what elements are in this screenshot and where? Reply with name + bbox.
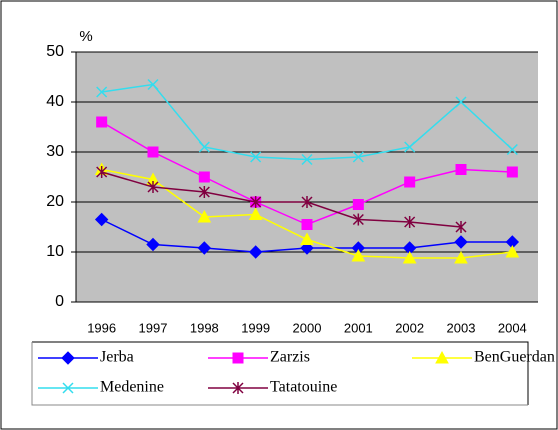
data-point (94, 212, 109, 227)
data-point (250, 196, 262, 208)
data-point (197, 209, 212, 223)
data-point (404, 141, 416, 153)
data-point (248, 207, 263, 220)
y-tick-label: 0 (55, 293, 64, 310)
legend-border (32, 341, 529, 405)
data-point (301, 196, 313, 208)
x-tick-label: 2000 (293, 320, 322, 335)
legend-label: BenGuerdan (474, 349, 555, 366)
legend-border-shadow (31, 342, 528, 406)
data-point (455, 164, 467, 175)
data-point (301, 153, 313, 166)
data-point (197, 241, 212, 255)
series-line (101, 171, 462, 228)
legend-marker (61, 351, 75, 365)
data-point (505, 244, 520, 258)
y-tick-label: 20 (46, 193, 64, 210)
data-point (146, 237, 160, 252)
x-tick-label: 1998 (190, 320, 219, 335)
data-point (300, 232, 314, 245)
data-point (352, 199, 364, 210)
data-point (351, 248, 366, 262)
legend-marker (232, 382, 244, 394)
data-point (455, 96, 467, 108)
data-point (198, 171, 210, 183)
y-axis-label: % (79, 28, 92, 45)
data-point (404, 176, 416, 188)
x-tick-label: 2003 (447, 320, 476, 335)
x-tick-label: 2001 (344, 320, 373, 335)
legend-label: Medenine (100, 379, 164, 396)
y-tick-label: 30 (46, 143, 64, 160)
data-point (198, 141, 210, 153)
legend-marker (435, 350, 449, 364)
data-point (96, 86, 108, 98)
data-point (96, 166, 108, 178)
data-point (147, 181, 159, 193)
legend-label: Zarzis (270, 349, 310, 366)
data-point (404, 216, 416, 228)
data-point (455, 221, 467, 233)
data-point (248, 245, 263, 259)
data-point (352, 151, 364, 163)
data-point (147, 78, 159, 91)
y-tick-label: 50 (46, 43, 64, 60)
legend-label: Tatatouine (270, 379, 337, 396)
legend-marker (62, 382, 74, 394)
data-point (96, 116, 108, 128)
data-point (198, 186, 210, 198)
data-point (352, 213, 364, 226)
plot-area (76, 52, 538, 302)
data-point (301, 219, 313, 230)
data-point (250, 151, 262, 163)
data-point (506, 143, 518, 156)
data-point (454, 235, 468, 249)
x-tick-label: 2004 (498, 320, 527, 335)
x-tick-label: 1999 (241, 320, 270, 335)
legend-marker (232, 352, 244, 364)
data-point (147, 146, 159, 158)
y-tick-label: 10 (46, 243, 64, 260)
x-tick-label: 1997 (139, 320, 168, 335)
data-point (402, 250, 417, 264)
legend-label: Jerba (100, 349, 134, 366)
data-point (454, 250, 468, 264)
y-tick-label: 40 (46, 93, 64, 110)
x-tick-label: 1996 (87, 320, 116, 335)
data-point (506, 166, 518, 178)
x-tick-label: 2002 (395, 320, 424, 335)
